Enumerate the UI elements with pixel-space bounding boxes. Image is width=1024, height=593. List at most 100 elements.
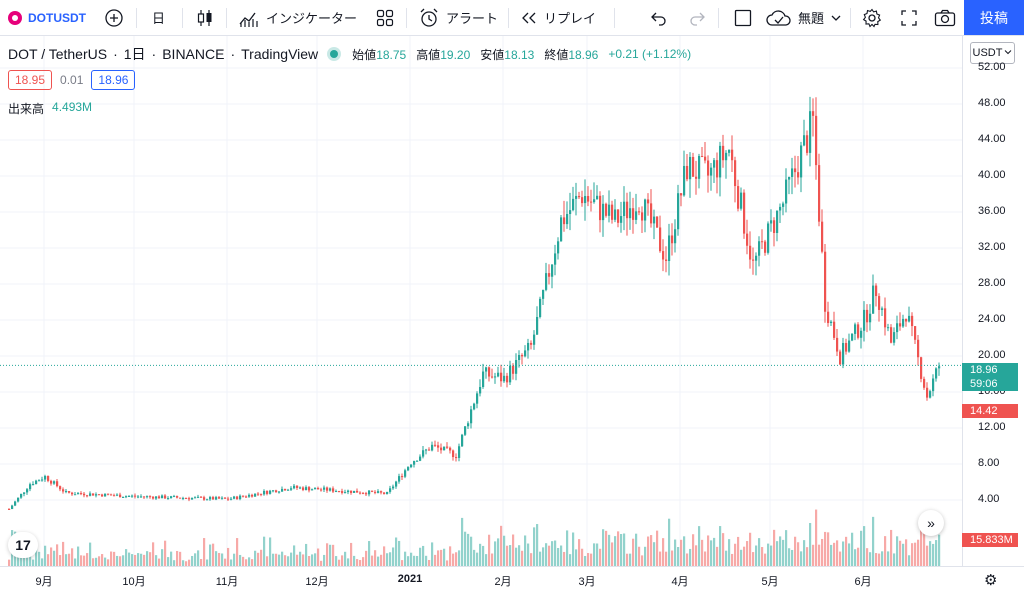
volume-bar xyxy=(722,533,725,566)
screenshot-button[interactable] xyxy=(934,0,956,35)
candle-body xyxy=(605,203,608,216)
candle-body xyxy=(731,149,734,161)
candle-body xyxy=(497,372,500,377)
volume-bar xyxy=(815,509,818,566)
volume-bar xyxy=(56,544,59,566)
fullscreen-layout-button[interactable] xyxy=(734,0,752,35)
redo-button[interactable] xyxy=(688,0,706,35)
candle-body xyxy=(638,211,641,213)
candle-body xyxy=(872,285,875,314)
candle-body xyxy=(476,393,479,404)
volume-bar xyxy=(335,556,338,566)
volume-bar xyxy=(29,548,32,566)
tradingview-logo[interactable]: 17 xyxy=(8,532,38,558)
chart-settings-button[interactable] xyxy=(862,0,882,35)
chart-pane[interactable]: DOT / TetherUS · 1日 · BINANCE · TradingV… xyxy=(0,36,1024,593)
candle-body xyxy=(413,461,416,465)
volume-bar xyxy=(821,538,824,566)
fullscreen-button[interactable] xyxy=(900,0,918,35)
interval-button[interactable]: 日 xyxy=(152,0,165,35)
volume-bar xyxy=(461,517,464,566)
chart-type-button[interactable] xyxy=(196,0,214,35)
volume-bar xyxy=(875,553,878,566)
volume-bar xyxy=(224,558,227,566)
volume-bar xyxy=(152,542,155,566)
candlestick-chart[interactable] xyxy=(0,36,1024,593)
candle-body xyxy=(35,480,38,485)
volume-bar xyxy=(494,541,497,566)
volume-bar xyxy=(659,551,662,566)
candle-body xyxy=(536,316,539,335)
buy-price-button[interactable]: 18.96 xyxy=(91,70,136,90)
candle-body xyxy=(701,155,704,157)
candle-body xyxy=(83,493,86,496)
volume-bar xyxy=(734,543,737,566)
volume-bar xyxy=(266,556,269,566)
volume-title[interactable]: 出来高 xyxy=(8,102,45,116)
volume-bar xyxy=(938,534,941,566)
grid-layout-icon xyxy=(376,9,394,27)
volume-bar xyxy=(671,550,674,566)
currency-selector[interactable]: USDT xyxy=(970,42,1015,64)
volume-bar xyxy=(251,559,254,566)
candle-body xyxy=(143,496,146,498)
volume-bar xyxy=(467,533,470,566)
add-symbol-button[interactable] xyxy=(104,0,124,35)
volume-bar xyxy=(599,548,602,566)
time-tick-label: 2月 xyxy=(494,576,512,588)
candle-body xyxy=(800,145,803,178)
market-status-icon[interactable] xyxy=(330,50,339,58)
candle-body xyxy=(857,324,860,338)
candle-body xyxy=(350,490,353,493)
scroll-to-realtime-button[interactable]: » xyxy=(918,510,944,536)
candle-body xyxy=(191,497,194,500)
volume-bar xyxy=(431,542,434,566)
layout-menu-button[interactable] xyxy=(830,0,842,35)
undo-button[interactable] xyxy=(650,0,668,35)
candle-body xyxy=(89,493,92,496)
candle-body xyxy=(512,365,515,374)
volume-bar xyxy=(608,534,611,566)
volume-bar xyxy=(602,529,605,566)
symbol-search-button[interactable]: DOTUSDT xyxy=(8,0,86,35)
save-layout-button[interactable]: 無題 xyxy=(766,0,824,35)
post-idea-button[interactable]: 投稿 xyxy=(964,0,1024,35)
candle-body xyxy=(662,251,665,260)
toolbar-divider xyxy=(718,8,719,28)
candle-body xyxy=(902,318,905,327)
volume-bar xyxy=(905,539,908,566)
candle-body xyxy=(722,145,725,161)
price-tick-label: 48.00 xyxy=(978,97,1006,109)
alert-button[interactable]: アラート xyxy=(418,0,498,35)
candle-body xyxy=(419,456,422,461)
candle-body xyxy=(116,494,119,496)
candle-body xyxy=(218,497,221,499)
candle-body xyxy=(485,367,488,372)
candle-body xyxy=(335,491,338,493)
candle-body xyxy=(257,493,260,495)
candle-body xyxy=(620,216,623,223)
indicators-button[interactable]: インジケーター xyxy=(238,0,357,35)
candle-body xyxy=(134,495,137,497)
axis-settings-button[interactable]: ⚙ xyxy=(984,571,997,589)
volume-bar xyxy=(857,547,860,566)
layout-grid-button[interactable] xyxy=(376,0,394,35)
volume-bar xyxy=(617,531,620,566)
volume-bar xyxy=(749,532,752,566)
pair-name[interactable]: DOT / TetherUS xyxy=(8,46,108,62)
volume-bar xyxy=(899,540,902,566)
candle-body xyxy=(815,115,818,166)
candle-body xyxy=(374,491,377,493)
candle-body xyxy=(71,492,74,495)
volume-bar xyxy=(761,547,764,566)
volume-bar xyxy=(758,538,761,566)
volume-bar xyxy=(641,555,644,566)
replay-button[interactable]: リプレイ xyxy=(520,0,596,35)
sell-price-button[interactable]: 18.95 xyxy=(8,70,53,90)
candle-body xyxy=(212,497,215,500)
toolbar-divider xyxy=(850,8,851,28)
volume-bar xyxy=(278,554,281,566)
volume-bar xyxy=(416,555,419,566)
candle-body xyxy=(371,490,374,492)
volume-bar xyxy=(665,551,668,566)
